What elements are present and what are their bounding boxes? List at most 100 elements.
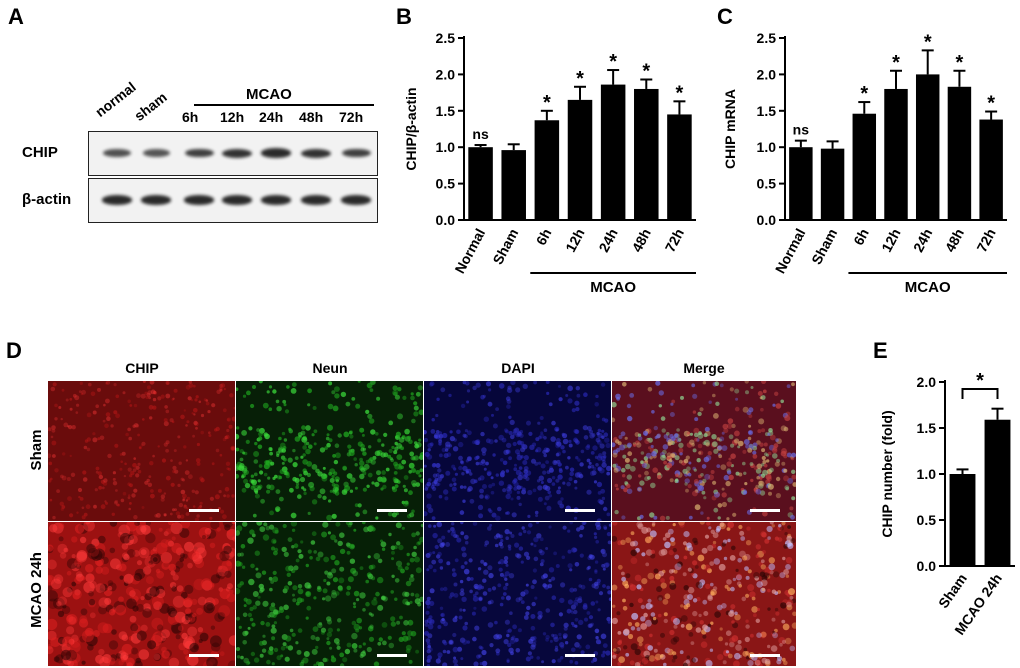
- chip-band-5: [301, 148, 331, 158]
- scale-bar: [377, 509, 407, 512]
- actin-band-3: [221, 195, 253, 205]
- cell-group: [236, 381, 423, 521]
- scale-bar: [189, 509, 219, 512]
- annotation-2: *: [860, 83, 868, 105]
- annotation-0: ns: [472, 126, 489, 142]
- micrograph-image-dapi-mcao: [424, 522, 611, 666]
- bar-3: [567, 99, 593, 220]
- blot-strip-chip: [88, 131, 378, 176]
- category-label-5: 48h: [628, 226, 653, 255]
- cell-group: [48, 381, 235, 521]
- chip-band-0: [103, 149, 131, 157]
- chip-band-4: [260, 148, 292, 158]
- lane-label-4: 24h: [259, 109, 284, 125]
- y-tick-label-5: 2.5: [436, 30, 456, 46]
- micrograph-image-merge-mcao: [612, 522, 796, 666]
- y-axis-label: CHIP number (fold): [879, 410, 895, 537]
- lane-label-6: 72h: [339, 109, 364, 125]
- bar-4: [915, 74, 940, 221]
- category-label-1: Sham: [489, 226, 521, 267]
- micrograph-image-chip-mcao: [48, 522, 235, 666]
- y-tick-label-2: 1.0: [436, 139, 456, 155]
- chip-band-1: [142, 149, 170, 157]
- lane-label-2: 6h: [182, 109, 199, 125]
- annotation-3: *: [576, 68, 584, 90]
- y-tick-label-1: 0.5: [917, 512, 937, 528]
- panel-letter-a: A: [8, 4, 24, 29]
- y-tick-label-3: 1.5: [757, 103, 777, 119]
- micrograph-chip-sham: [48, 381, 235, 521]
- if-column-title-merge: Merge: [683, 360, 725, 376]
- if-column-title-dapi: DAPI: [501, 360, 535, 376]
- lane-label-1: sham: [131, 88, 170, 124]
- bar-2: [852, 113, 877, 220]
- micrograph-image-neun-sham: [236, 381, 423, 521]
- bar-6: [979, 119, 1003, 220]
- category-label-4: 24h: [595, 226, 620, 255]
- micrograph-background: [48, 522, 235, 666]
- category-label-0: Sham: [935, 571, 970, 611]
- category-label-2: 6h: [850, 226, 872, 248]
- y-tick-label-3: 1.5: [917, 420, 937, 436]
- annotation-5: *: [642, 60, 650, 82]
- y-axis-label: CHIP/β-actin: [403, 87, 419, 170]
- bar-6: [667, 114, 692, 220]
- category-label-0: Normal: [772, 226, 809, 276]
- y-axis-label: CHIP mRNA: [722, 89, 738, 169]
- if-column-title-neun: Neun: [312, 360, 348, 376]
- mcao-group-label: MCAO: [246, 86, 292, 103]
- y-tick-label-2: 1.0: [757, 139, 777, 155]
- cell-group: [424, 381, 611, 521]
- mcao-group-line: [194, 104, 374, 106]
- actin-band-0: [101, 195, 133, 205]
- cell-group: [48, 522, 235, 666]
- actin-band-4: [260, 195, 292, 205]
- cell-group: [612, 522, 796, 666]
- bar-3: [884, 88, 908, 221]
- scale-bar: [377, 654, 407, 657]
- y-tick-label-2: 1.0: [917, 466, 937, 482]
- actin-band-1: [140, 195, 172, 205]
- actin-band-6: [340, 195, 372, 205]
- actin-band-5: [300, 195, 332, 205]
- micrograph-image-dapi-sham: [424, 381, 611, 521]
- bar-1: [501, 150, 526, 220]
- chart-c: 0.0 0.5 1.0 1.5 2.0 2.5 CHIP mRNA ns Normal Sham *…: [722, 30, 1007, 296]
- cell-group: [236, 522, 423, 666]
- scale-bar: [750, 509, 780, 512]
- if-column-title-chip: CHIP: [125, 360, 159, 376]
- micrograph-neun-mcao: [236, 522, 423, 666]
- micrograph-image-chip-sham: [48, 381, 235, 521]
- micrograph-merge-mcao: [612, 522, 796, 666]
- group-label: MCAO: [905, 279, 951, 296]
- micrograph-neun-sham: [236, 381, 423, 521]
- actin-band-2: [183, 195, 215, 205]
- annotation-6: *: [676, 82, 684, 104]
- y-tick-label-0: 0.0: [757, 212, 777, 228]
- scale-bar: [750, 654, 780, 657]
- y-tick-label-5: 2.5: [757, 30, 777, 46]
- significance-label: *: [976, 370, 984, 392]
- y-tick-label-4: 2.0: [436, 66, 456, 82]
- category-label-1: Sham: [808, 226, 840, 267]
- y-tick-label-1: 0.5: [757, 176, 777, 192]
- category-label-2: 6h: [533, 226, 555, 248]
- micrograph-chip-mcao: [48, 522, 235, 666]
- bar-2: [534, 120, 560, 220]
- panel-letter-b: B: [396, 4, 412, 29]
- category-label-4: 24h: [910, 226, 935, 255]
- micrograph-image-neun-mcao: [236, 522, 423, 666]
- lane-label-0: normal: [92, 78, 139, 120]
- annotation-3: *: [892, 52, 900, 74]
- lane-label-3: 12h: [220, 109, 245, 125]
- annotation-0: ns: [793, 122, 810, 138]
- micrograph-dapi-sham: [424, 381, 611, 521]
- chart-b: 0.0 0.5 1.0 1.5 2.0 2.5 CHIP/β-actin ns Normal Sh…: [403, 30, 696, 296]
- scale-bar: [189, 654, 219, 657]
- bar-4: [600, 84, 626, 220]
- scale-bar: [565, 654, 595, 657]
- group-label: MCAO: [590, 279, 636, 296]
- bar-5: [634, 88, 659, 221]
- cell-group: [424, 522, 611, 666]
